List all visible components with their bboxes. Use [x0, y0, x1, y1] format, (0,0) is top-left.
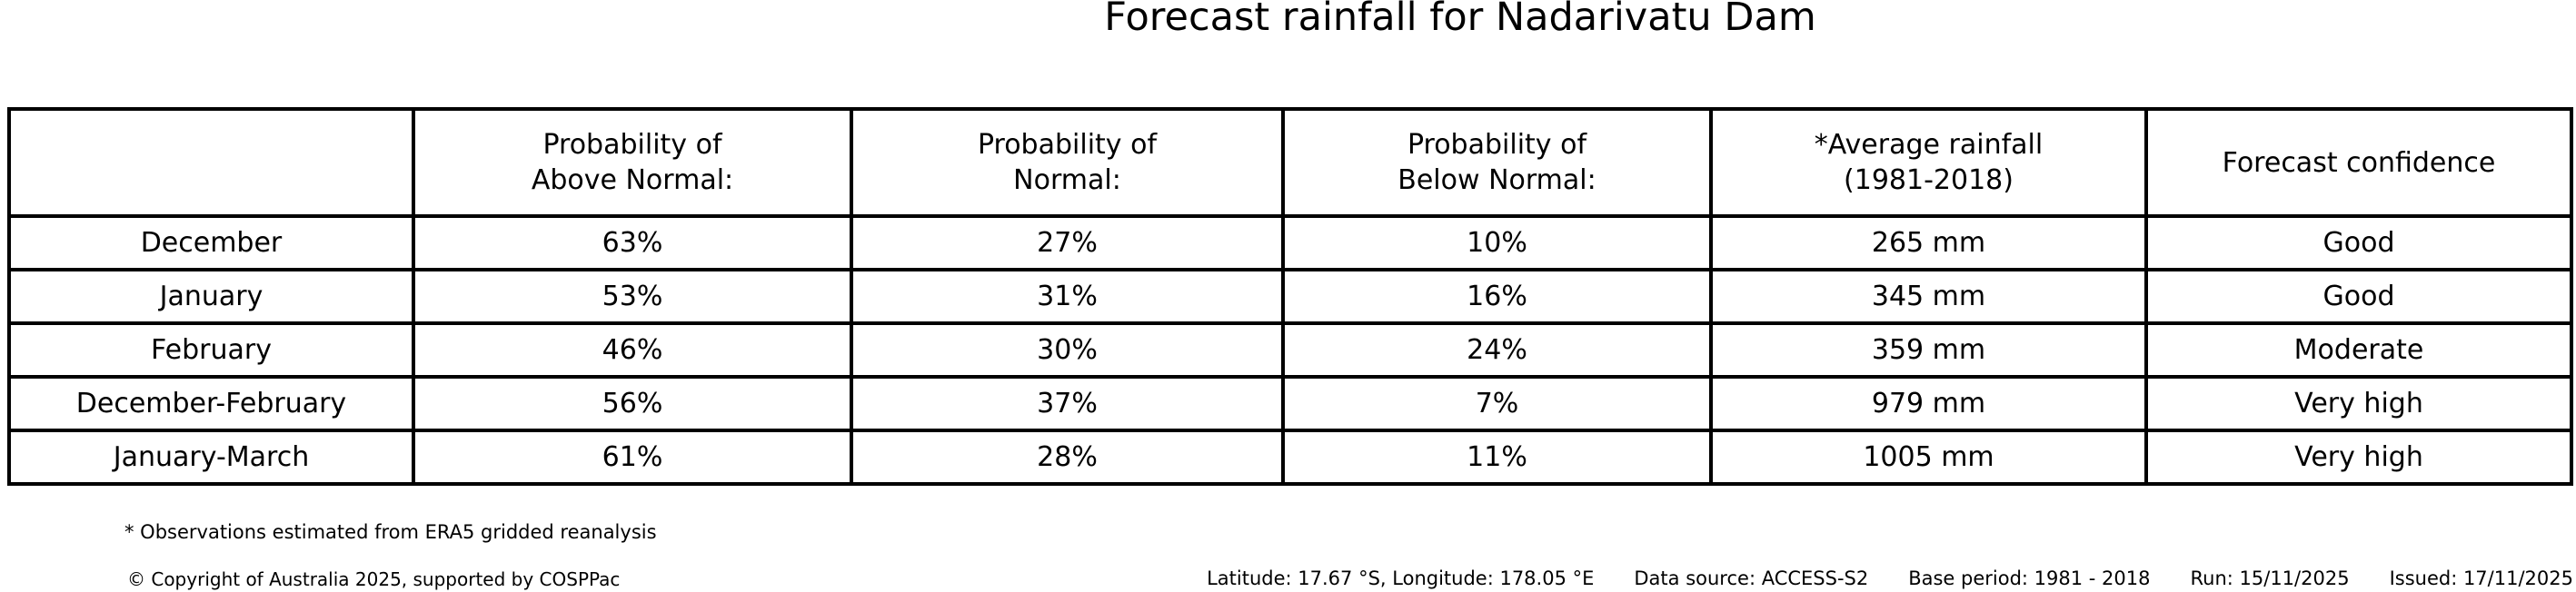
table-cell: 53% [412, 268, 853, 325]
table-cell: Very high [2144, 429, 2573, 486]
table-header-row: Probability of Above Normal: Probability… [7, 107, 2573, 218]
table-cell: 61% [412, 429, 853, 486]
table-cell: 63% [412, 214, 853, 271]
row-label: January-March [7, 429, 415, 486]
row-label: December-February [7, 375, 415, 432]
data-source-text: Data source: ACCESS-S2 [1634, 567, 1869, 589]
table-cell: 30% [850, 321, 1285, 379]
table-cell: 1005 mm [1709, 429, 2148, 486]
table-cell: Good [2144, 214, 2573, 271]
table-cell: Good [2144, 268, 2573, 325]
column-header-forecast-confidence: Forecast confidence [2144, 107, 2573, 218]
table-cell: 7% [1281, 375, 1713, 432]
column-header-average-rainfall: *Average rainfall (1981-2018) [1709, 107, 2148, 218]
column-header-above-normal: Probability of Above Normal: [412, 107, 853, 218]
row-label: February [7, 321, 415, 379]
footer-info-bar: Latitude: 17.67 °S, Longitude: 178.05 °E… [1207, 567, 2573, 589]
table-cell: 265 mm [1709, 214, 2148, 271]
row-label: December [7, 214, 415, 271]
column-header-normal: Probability of Normal: [850, 107, 1285, 218]
run-date-text: Run: 15/11/2025 [2190, 567, 2350, 589]
table-row: December 63% 27% 10% 265 mm Good [7, 214, 2573, 271]
table-row: January 53% 31% 16% 345 mm Good [7, 268, 2573, 325]
corner-cell [7, 107, 415, 218]
table-cell: 46% [412, 321, 853, 379]
observations-footnote: * Observations estimated from ERA5 gridd… [124, 521, 657, 543]
copyright-text: © Copyright of Australia 2025, supported… [127, 568, 621, 590]
table-row: January-March 61% 28% 11% 1005 mm Very h… [7, 429, 2573, 486]
table-cell: 10% [1281, 214, 1713, 271]
table-cell: 979 mm [1709, 375, 2148, 432]
table-cell: 56% [412, 375, 853, 432]
table-cell: 11% [1281, 429, 1713, 486]
page-title: Forecast rainfall for Nadarivatu Dam [1104, 0, 1816, 40]
table-cell: 28% [850, 429, 1285, 486]
table-cell: Moderate [2144, 321, 2573, 379]
table-row: December-February 56% 37% 7% 979 mm Very… [7, 375, 2573, 432]
row-label: January [7, 268, 415, 325]
table-cell: 345 mm [1709, 268, 2148, 325]
column-header-below-normal: Probability of Below Normal: [1281, 107, 1713, 218]
table-cell: 359 mm [1709, 321, 2148, 379]
table-row: February 46% 30% 24% 359 mm Moderate [7, 321, 2573, 379]
table-cell: 27% [850, 214, 1285, 271]
table-cell: Very high [2144, 375, 2573, 432]
table-cell: 24% [1281, 321, 1713, 379]
table-cell: 16% [1281, 268, 1713, 325]
location-text: Latitude: 17.67 °S, Longitude: 178.05 °E [1207, 567, 1595, 589]
forecast-table: Probability of Above Normal: Probability… [7, 107, 2573, 486]
table-cell: 31% [850, 268, 1285, 325]
table-cell: 37% [850, 375, 1285, 432]
base-period-text: Base period: 1981 - 2018 [1908, 567, 2151, 589]
issued-date-text: Issued: 17/11/2025 [2389, 567, 2573, 589]
